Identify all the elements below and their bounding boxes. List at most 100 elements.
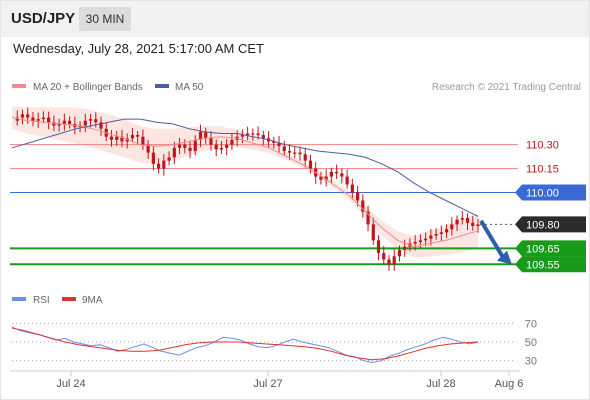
candle-body: [15, 117, 19, 121]
candle-body: [350, 184, 354, 193]
candle-body: [83, 120, 87, 126]
candle-body: [298, 152, 302, 155]
candle-body: [141, 136, 145, 145]
candle-body: [251, 133, 255, 135]
candle-body: [460, 218, 464, 220]
candle-body: [204, 131, 208, 139]
candle-body: [157, 163, 161, 169]
candle-body: [450, 224, 454, 230]
candle-body: [355, 192, 360, 201]
candle-body: [376, 240, 381, 254]
candle-body: [424, 238, 428, 241]
x-tick-label: Jul 27: [253, 378, 282, 390]
candle-body: [319, 176, 323, 180]
level-label: 110.00: [526, 188, 559, 200]
level-label-box: [515, 256, 586, 273]
forecast-arrow-shaft: [479, 219, 507, 262]
chart-datetime: Wednesday, July 28, 2021 5:17:00 AM CET: [13, 41, 264, 56]
candle-body: [444, 229, 449, 233]
level-label: 110.30: [526, 140, 559, 152]
candle-body: [162, 160, 166, 169]
candle-body: [471, 222, 475, 226]
candle-body: [335, 171, 339, 174]
candle-body: [240, 135, 244, 137]
candle-body: [361, 200, 365, 212]
candle-body: [193, 139, 197, 152]
rsi-tick-label: 50: [525, 337, 537, 349]
candle-body: [287, 151, 292, 153]
candle-body: [41, 117, 46, 120]
candle-body: [455, 219, 459, 225]
candle-body: [403, 246, 407, 250]
credit-label: Research © 2021 Trading Central: [432, 82, 581, 93]
level-label: 109.55: [526, 259, 560, 271]
candle-body: [272, 141, 276, 144]
candle-body: [109, 136, 114, 140]
candle-body: [256, 133, 260, 136]
rsi-panel: 70 50 30: [11, 318, 537, 368]
candle-body: [26, 114, 30, 118]
level-label-box: [515, 216, 586, 233]
candle-body: [172, 147, 176, 158]
candle-body: [434, 233, 438, 236]
rsi-tick-label: 30: [525, 356, 537, 368]
candle-body: [47, 117, 51, 123]
candle-body: [177, 144, 182, 148]
candle-body: [429, 235, 433, 239]
ma20-legend-label: MA 20 + Bollinger Bands: [33, 82, 143, 93]
rsi-legend-label: RSI: [33, 295, 50, 306]
candle-body: [120, 136, 124, 142]
ma50-legend-swatch: [155, 84, 169, 88]
candle-body: [246, 133, 250, 136]
candle-body: [277, 143, 281, 147]
level-label: 110.15: [526, 164, 559, 176]
bollinger-band: [12, 106, 478, 258]
forecast-arrow-head: [497, 250, 512, 265]
level-label-box: [515, 240, 586, 257]
candle-body: [115, 136, 119, 140]
ma20-line: [11, 117, 479, 248]
candle-body: [345, 176, 349, 185]
x-tick-label: Aug 6: [495, 378, 524, 390]
candle-body: [214, 144, 218, 150]
rsi-legend-swatch: [12, 297, 26, 301]
candle-body: [88, 119, 93, 121]
ma20-legend-swatch: [12, 84, 26, 88]
candle-body: [209, 138, 213, 145]
candle-body: [329, 171, 333, 177]
candle-body: [219, 147, 224, 150]
candle-body: [371, 224, 375, 241]
candle-body: [340, 173, 344, 177]
candle-body: [308, 160, 313, 169]
candle-body: [57, 123, 61, 126]
candle-body: [136, 135, 140, 137]
candle-body: [418, 240, 423, 242]
candle-body: [94, 119, 98, 123]
ma50-line: [11, 118, 479, 217]
candle-body: [439, 232, 443, 234]
candle-body: [20, 114, 25, 118]
candle-body: [67, 120, 72, 124]
candle-body: [230, 139, 234, 145]
level-label: 109.65: [526, 243, 560, 255]
level-label-box: [515, 184, 586, 201]
candle-body: [130, 135, 135, 139]
timeframe-button[interactable]: 30 MIN: [79, 7, 131, 31]
ma9-legend-label: 9MA: [82, 295, 103, 306]
candle-body: [382, 253, 386, 260]
candle-body: [476, 224, 480, 226]
candle-body: [188, 147, 192, 152]
candle-body: [282, 146, 286, 152]
ma9-line: [11, 327, 479, 361]
ma50-legend-label: MA 50: [175, 82, 204, 93]
price-panel: 110.30 110.15 110.00 109.80 109.65 109.55: [10, 106, 586, 273]
candle-body: [62, 120, 66, 124]
candle-body: [167, 157, 171, 161]
candle-body: [293, 152, 297, 154]
candle-body: [151, 152, 155, 164]
candle-body: [387, 259, 391, 265]
candle-body: [366, 211, 370, 225]
candle-body: [225, 144, 229, 148]
candle-body: [146, 144, 150, 153]
candle-body: [324, 176, 328, 180]
